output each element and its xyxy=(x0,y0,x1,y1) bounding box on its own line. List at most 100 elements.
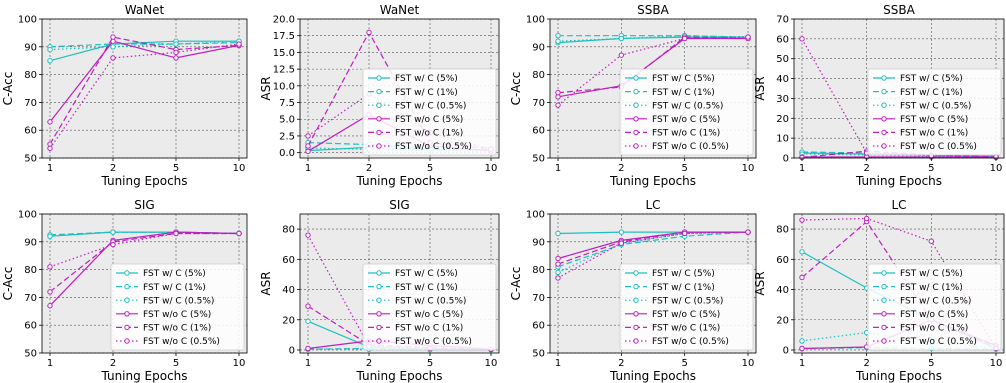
x-tick-label: 2 xyxy=(863,358,869,369)
legend-marker xyxy=(881,116,887,122)
data-point xyxy=(555,255,561,262)
series-line xyxy=(557,36,749,94)
data-point xyxy=(555,89,561,96)
legend-label: FST w/ C (1%) xyxy=(900,88,963,98)
x-tick-label: 10 xyxy=(485,163,498,174)
y-tick-label: 80 xyxy=(282,225,295,236)
y-axis-label: C-Acc xyxy=(1,72,15,106)
data-point xyxy=(47,233,53,239)
legend-label: FST w/ C (1%) xyxy=(395,283,458,293)
legend-label: FST w/o C (1%) xyxy=(652,129,720,139)
x-tick-label: 5 xyxy=(173,358,179,369)
y-tick-label: 60 xyxy=(532,126,545,137)
legend-label: FST w/o C (5%) xyxy=(395,310,463,320)
legend-marker xyxy=(124,311,130,317)
x-tick-label: 2 xyxy=(863,163,869,174)
data-point xyxy=(173,230,179,237)
series-line xyxy=(557,231,749,268)
data-point xyxy=(173,49,179,56)
x-tick-label: 2 xyxy=(618,358,624,369)
legend-marker xyxy=(633,270,639,276)
series-line xyxy=(558,35,749,38)
data-point xyxy=(555,32,561,39)
y-tick-label: 50 xyxy=(24,154,37,165)
series-line xyxy=(801,217,997,349)
legend: FST w/ C (5%) FST w/ C (1%) FST w/ C (0.5%… xyxy=(867,263,1002,351)
data-point xyxy=(928,238,935,244)
x-tick-label: 10 xyxy=(990,163,1003,174)
axes-frame xyxy=(793,213,1005,354)
legend-marker xyxy=(376,75,382,81)
data-point xyxy=(555,275,561,281)
legend-label: FST w/ C (5%) xyxy=(900,269,963,279)
legend-box xyxy=(619,263,754,351)
data-point xyxy=(555,38,561,44)
y-tick-label: 10 xyxy=(776,134,789,145)
legend-box xyxy=(867,68,1002,156)
x-tick-label: 10 xyxy=(990,358,1003,369)
y-tick-label: 80 xyxy=(532,70,545,81)
y-tick-label: 80 xyxy=(776,225,789,236)
x-tick-label: 10 xyxy=(233,358,246,369)
legend-marker xyxy=(881,143,887,149)
data-point xyxy=(173,41,179,47)
data-point xyxy=(47,289,53,295)
data-point xyxy=(305,345,311,352)
y-tick-label: 60 xyxy=(282,255,295,266)
legend-label: FST w/o C (1%) xyxy=(395,324,463,334)
legend-marker xyxy=(376,283,382,290)
y-axis-label: C-Acc xyxy=(509,72,523,106)
legend-label: FST w/o C (1%) xyxy=(143,324,211,334)
legend-marker xyxy=(881,311,887,317)
legend-label: FST w/ C (5%) xyxy=(900,74,963,84)
x-tick-label: 1 xyxy=(799,163,805,174)
legend-marker xyxy=(376,311,382,317)
y-tick-label: 50 xyxy=(24,349,37,360)
legend-label: FST w/o C (0.5%) xyxy=(395,337,472,347)
x-tick-label: 1 xyxy=(799,358,805,369)
y-tick-label: 15.0 xyxy=(273,48,295,59)
x-tick-label: 1 xyxy=(305,358,311,369)
chart-title: WaNet xyxy=(380,3,420,17)
series-line xyxy=(49,43,240,149)
x-tick-label: 5 xyxy=(173,163,179,174)
y-tick-label: 90 xyxy=(24,237,37,248)
data-point xyxy=(173,55,179,61)
x-tick-label: 1 xyxy=(305,163,311,174)
legend-marker xyxy=(633,102,639,108)
legend-marker xyxy=(633,143,639,149)
y-tick-label: 70 xyxy=(532,293,545,304)
legend-box xyxy=(110,263,245,351)
legend-marker xyxy=(124,324,130,331)
legend-label: FST w/ C (0.5%) xyxy=(652,296,723,306)
y-tick-label: 0.0 xyxy=(279,148,295,159)
legend-label: FST w/o C (1%) xyxy=(900,129,968,139)
x-tick-label: 2 xyxy=(618,163,624,174)
data-point xyxy=(745,34,751,40)
data-point xyxy=(799,274,805,281)
y-tick-label: 90 xyxy=(532,237,545,248)
chart-title: SIG xyxy=(389,198,409,212)
chart-panel-4: 1 2 5 10 0 10 20 30 40 50 60 70 SSBA Tuning Epochs ASR… xyxy=(753,3,1005,188)
legend-marker xyxy=(376,297,382,303)
x-tick-label: 1 xyxy=(47,358,53,369)
series-line xyxy=(49,231,240,307)
legend-label: FST w/o C (0.5%) xyxy=(652,142,729,152)
y-axis-label: ASR xyxy=(753,271,767,295)
x-axis-label: Tuning Epochs xyxy=(355,174,442,188)
data-point xyxy=(799,345,805,352)
data-point xyxy=(110,241,116,248)
chart-panel-7: 1 2 5 10 50 60 70 80 90 100 LC Tuning Epochs C-Acc FS… xyxy=(509,198,757,383)
data-point xyxy=(110,34,116,40)
legend-marker xyxy=(376,270,382,276)
data-point xyxy=(47,264,53,270)
data-point xyxy=(681,35,688,42)
y-tick-label: 20.0 xyxy=(273,15,295,26)
legend-marker xyxy=(633,283,639,290)
y-tick-label: 0 xyxy=(783,345,789,356)
y-axis-label: ASR xyxy=(259,76,273,100)
y-tick-label: 80 xyxy=(24,70,37,81)
legend-marker xyxy=(124,283,130,290)
y-tick-label: 12.5 xyxy=(273,65,295,76)
data-point xyxy=(236,41,242,47)
